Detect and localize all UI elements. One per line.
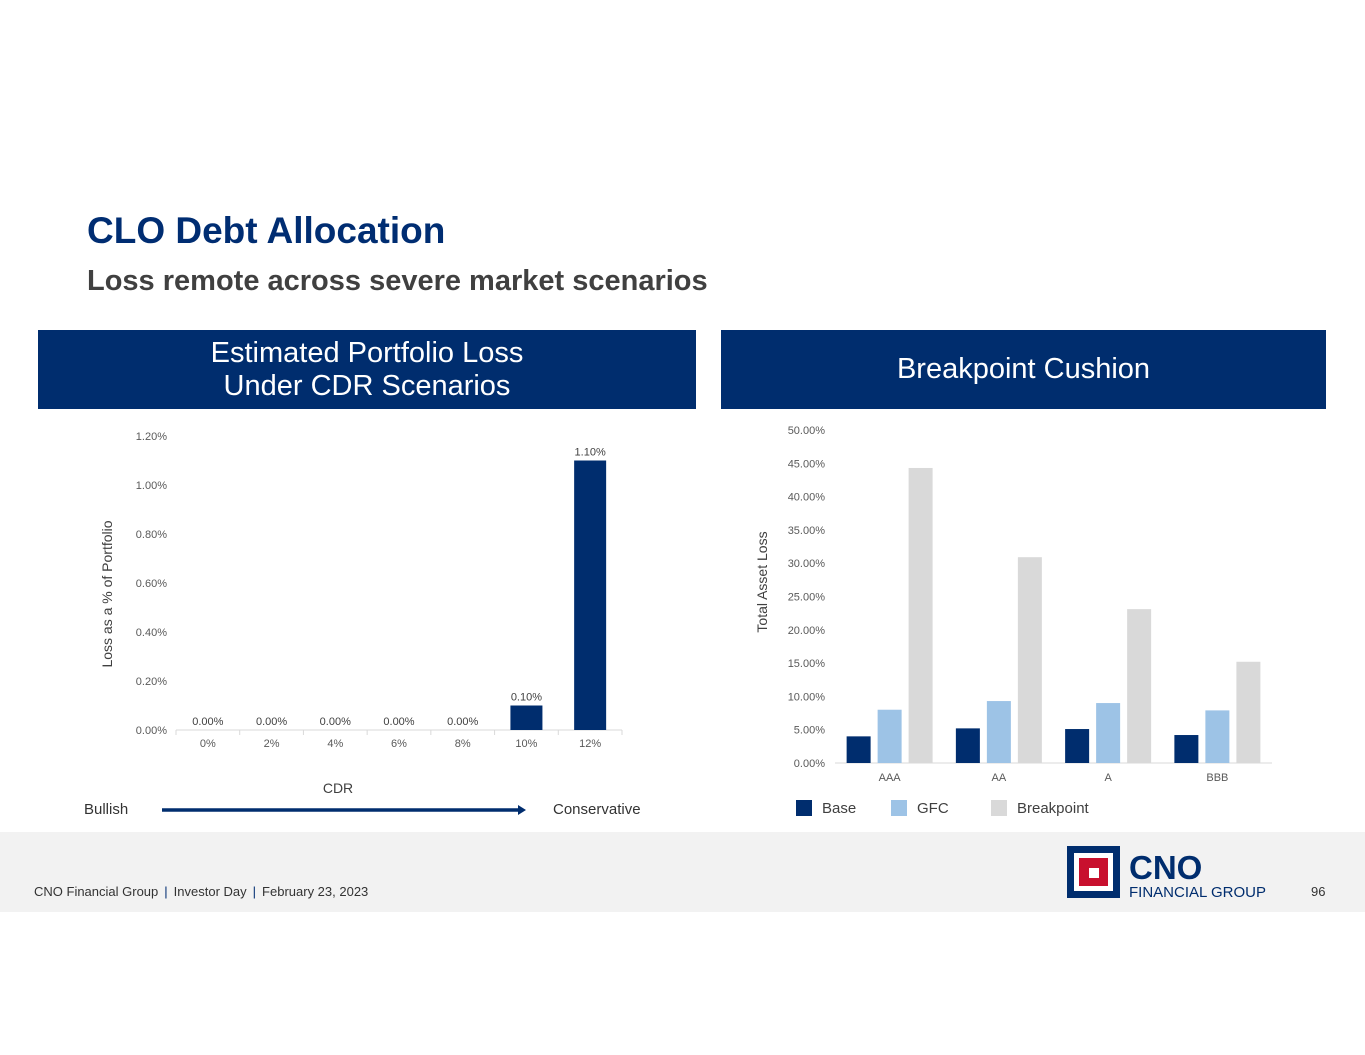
y-tick-label: 5.00% (794, 725, 825, 737)
footer-info: CNO Financial Group | Investor Day | Februar… (34, 884, 368, 899)
y-tick-label: 40.00% (788, 492, 826, 504)
left-panel-header: Estimated Portfolio Loss Under CDR Scena… (38, 330, 696, 409)
x-tick-label: 6% (391, 738, 407, 750)
bar (510, 705, 543, 730)
logo-name: CNO (1129, 849, 1202, 886)
scale-conservative-label: Conservative (553, 801, 641, 818)
bar-gfc (1096, 703, 1121, 763)
footer-separator: | (164, 884, 168, 899)
footer-bar (0, 832, 1365, 912)
right-header-title: Breakpoint Cushion (896, 353, 1151, 385)
x-tick-label: BBB (1206, 772, 1228, 784)
legend-swatch (891, 800, 907, 816)
y-tick-label: 15.00% (788, 658, 826, 670)
data-label: 0.00% (256, 716, 287, 728)
scale-bullish-label: Bullish (84, 801, 129, 818)
bar-breakpoint (1017, 557, 1042, 763)
x-tick-label: AA (992, 772, 1007, 784)
footer-separator: | (252, 884, 257, 899)
bar-breakpoint (1236, 661, 1261, 763)
cno-logo: CNO FINANCIAL GROUP (1067, 846, 1266, 901)
y-tick-label: 20.00% (788, 625, 826, 637)
y-tick-label: 1.00% (136, 480, 167, 492)
legend-label: GFC (917, 800, 949, 817)
bar-breakpoint (1127, 609, 1152, 763)
legend-swatch (991, 800, 1007, 816)
bar-gfc (986, 701, 1011, 763)
y-axis-title: Loss as a % of Portfolio (99, 520, 115, 667)
legend-swatch (796, 800, 812, 816)
left-header-line1: Estimated Portfolio Loss (210, 336, 524, 369)
footer-company: CNO Financial Group (34, 884, 159, 899)
y-tick-label: 0.20% (136, 676, 167, 688)
x-tick-label: AAA (879, 772, 902, 784)
y-tick-label: 0.80% (136, 529, 167, 541)
data-label: 0.00% (320, 716, 351, 728)
data-label: 0.00% (192, 716, 223, 728)
footer-event: Investor Day (173, 884, 247, 899)
bar-base (846, 736, 871, 763)
x-tick-label: 12% (579, 738, 601, 750)
y-axis-title: Total Asset Loss (754, 531, 770, 632)
y-tick-label: 35.00% (788, 525, 826, 537)
y-tick-label: 0.00% (136, 725, 167, 737)
data-label: 0.00% (447, 716, 478, 728)
y-tick-label: 50.00% (788, 425, 826, 437)
legend-label: Breakpoint (1017, 800, 1090, 817)
bar-base (1065, 729, 1090, 763)
y-tick-label: 1.20% (136, 431, 167, 443)
data-label: 0.10% (511, 692, 542, 704)
bar-gfc (1205, 710, 1230, 763)
x-tick-label: 10% (515, 738, 537, 750)
x-tick-label: 8% (455, 738, 471, 750)
x-tick-label: 2% (264, 738, 280, 750)
y-tick-label: 0.40% (136, 627, 167, 639)
data-label: 1.10% (575, 447, 606, 459)
y-tick-label: 0.00% (794, 758, 825, 770)
right-panel-header: Breakpoint Cushion (721, 330, 1326, 409)
scale-arrow (162, 805, 526, 815)
data-label: 0.00% (383, 716, 414, 728)
left-header-line2: Under CDR Scenarios (223, 369, 511, 402)
y-tick-label: 25.00% (788, 592, 826, 604)
page-number: 96 (1311, 884, 1326, 899)
bar-gfc (877, 709, 902, 763)
page-title: CLO Debt Allocation (87, 210, 446, 251)
bar (574, 460, 607, 730)
x-axis-title: CDR (323, 780, 353, 796)
y-tick-label: 0.60% (136, 578, 167, 590)
x-tick-label: 0% (200, 738, 216, 750)
footer-date: February 23, 2023 (262, 884, 369, 899)
x-tick-label: A (1104, 772, 1112, 784)
bar-breakpoint (908, 467, 933, 763)
y-tick-label: 10.00% (788, 691, 826, 703)
bar-base (955, 728, 980, 763)
bar-base (1174, 735, 1199, 763)
legend-label: Base (822, 800, 856, 817)
logo-subtitle: FINANCIAL GROUP (1129, 884, 1266, 901)
y-tick-label: 30.00% (788, 558, 826, 570)
page-subtitle: Loss remote across severe market scenari… (87, 265, 708, 297)
y-tick-label: 45.00% (788, 458, 826, 470)
x-tick-label: 4% (327, 738, 343, 750)
